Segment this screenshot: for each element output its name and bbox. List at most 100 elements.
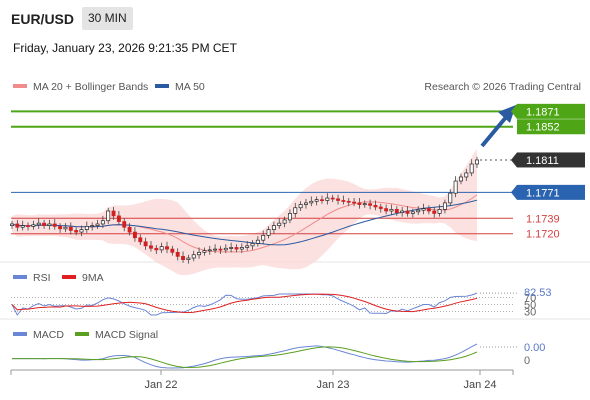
macd-signal-legend-swatch	[75, 332, 89, 336]
candle	[116, 211, 121, 225]
rsi-legend-swatch	[13, 275, 27, 279]
time-tick-label: Jan 23	[316, 379, 349, 391]
candle	[271, 221, 276, 234]
candle	[250, 240, 255, 250]
candle	[432, 206, 437, 218]
candle-body	[149, 245, 153, 249]
candle-body	[357, 202, 362, 205]
candle	[378, 203, 383, 213]
ma50-line	[11, 199, 478, 246]
candle-body	[298, 204, 303, 209]
candle-body	[175, 251, 180, 257]
candle-body	[293, 207, 298, 214]
candle-body	[475, 159, 479, 165]
candle	[346, 198, 351, 207]
candle-body	[469, 163, 474, 174]
candle	[143, 237, 148, 250]
rsi-level-label: 30	[524, 307, 536, 319]
candle	[74, 227, 79, 236]
candle	[373, 200, 378, 211]
rsi-ma-legend-label: 9MA	[82, 272, 104, 284]
candle	[52, 219, 57, 230]
candle	[405, 206, 410, 217]
candle	[106, 207, 111, 224]
candle-body	[405, 210, 410, 214]
timeframe-button[interactable]: 30 MIN	[82, 7, 133, 30]
candle-body	[239, 247, 244, 250]
candle-body	[165, 246, 169, 250]
candle	[352, 198, 357, 207]
candle	[138, 234, 143, 246]
candle	[149, 240, 153, 252]
candle-body	[309, 200, 314, 204]
candle	[421, 203, 426, 215]
candle-body	[170, 248, 175, 253]
forecast-arrow-icon	[480, 105, 516, 148]
candle-body	[271, 225, 276, 230]
rsi-ma-line	[11, 293, 478, 314]
candle-body	[426, 208, 431, 212]
candle	[298, 201, 303, 212]
candle	[223, 244, 228, 254]
candle-body	[229, 247, 234, 249]
candle	[453, 176, 458, 198]
level-label-resistance: 1.1852	[526, 122, 560, 134]
candle	[95, 219, 100, 229]
candle-body	[336, 198, 340, 201]
candle	[330, 194, 335, 203]
candle-body	[52, 223, 57, 227]
candle	[255, 236, 260, 247]
macd-legend-label: MACD	[33, 329, 64, 341]
ma20-legend-label: MA 20 + Bollinger Bands	[33, 81, 148, 93]
candle-body	[304, 202, 308, 205]
level-label-resistance: 1.1871	[526, 106, 560, 118]
candle-body	[368, 203, 373, 206]
level-label-support: 1.1720	[526, 229, 560, 241]
candle	[159, 242, 164, 254]
candle-body	[389, 209, 394, 212]
candle	[410, 208, 415, 218]
candle	[132, 227, 137, 242]
main-legend: MA 20 + Bollinger Bands MA 50 Research ©…	[13, 81, 581, 93]
candle-body	[218, 248, 223, 251]
candle	[165, 241, 169, 254]
candle-body	[277, 222, 282, 226]
candle-body	[373, 204, 378, 208]
candle-body	[442, 202, 447, 210]
candle	[464, 168, 469, 182]
candle	[122, 218, 127, 232]
label-pointer-icon	[511, 184, 517, 200]
candle	[58, 223, 63, 233]
candle-body	[213, 248, 218, 251]
candle-body	[453, 180, 458, 194]
ma50-legend-swatch	[155, 84, 169, 88]
candle-body	[437, 209, 442, 214]
copyright-text: Research © 2026 Trading Central	[424, 81, 581, 93]
candle	[191, 250, 196, 262]
candle-body	[127, 226, 132, 233]
macd-legend-swatch	[13, 332, 27, 336]
candle-body	[100, 220, 105, 225]
candle-body	[36, 222, 41, 226]
candle-body	[191, 254, 196, 259]
candle	[229, 242, 234, 253]
candle	[79, 225, 84, 237]
candle	[442, 199, 447, 214]
chart-header: EUR/USD 30 MIN	[0, 0, 590, 34]
chart-datetime: Friday, January 23, 2026 9:21:35 PM CET	[13, 41, 237, 55]
candle	[277, 218, 282, 229]
candle-body	[10, 223, 14, 226]
candle	[42, 219, 47, 229]
candle	[416, 206, 421, 216]
candle	[36, 218, 41, 229]
candle	[63, 223, 68, 233]
macd-zero-label: 0	[524, 355, 530, 367]
rsi-legend-label: RSI	[33, 272, 51, 284]
candle-body	[63, 226, 68, 230]
level-label-current: 1.1811	[526, 155, 559, 167]
macd-signal-legend-label: MACD Signal	[95, 329, 158, 341]
ma50-legend-label: MA 50	[175, 81, 205, 93]
candle-body	[207, 249, 212, 252]
candle	[90, 222, 95, 231]
